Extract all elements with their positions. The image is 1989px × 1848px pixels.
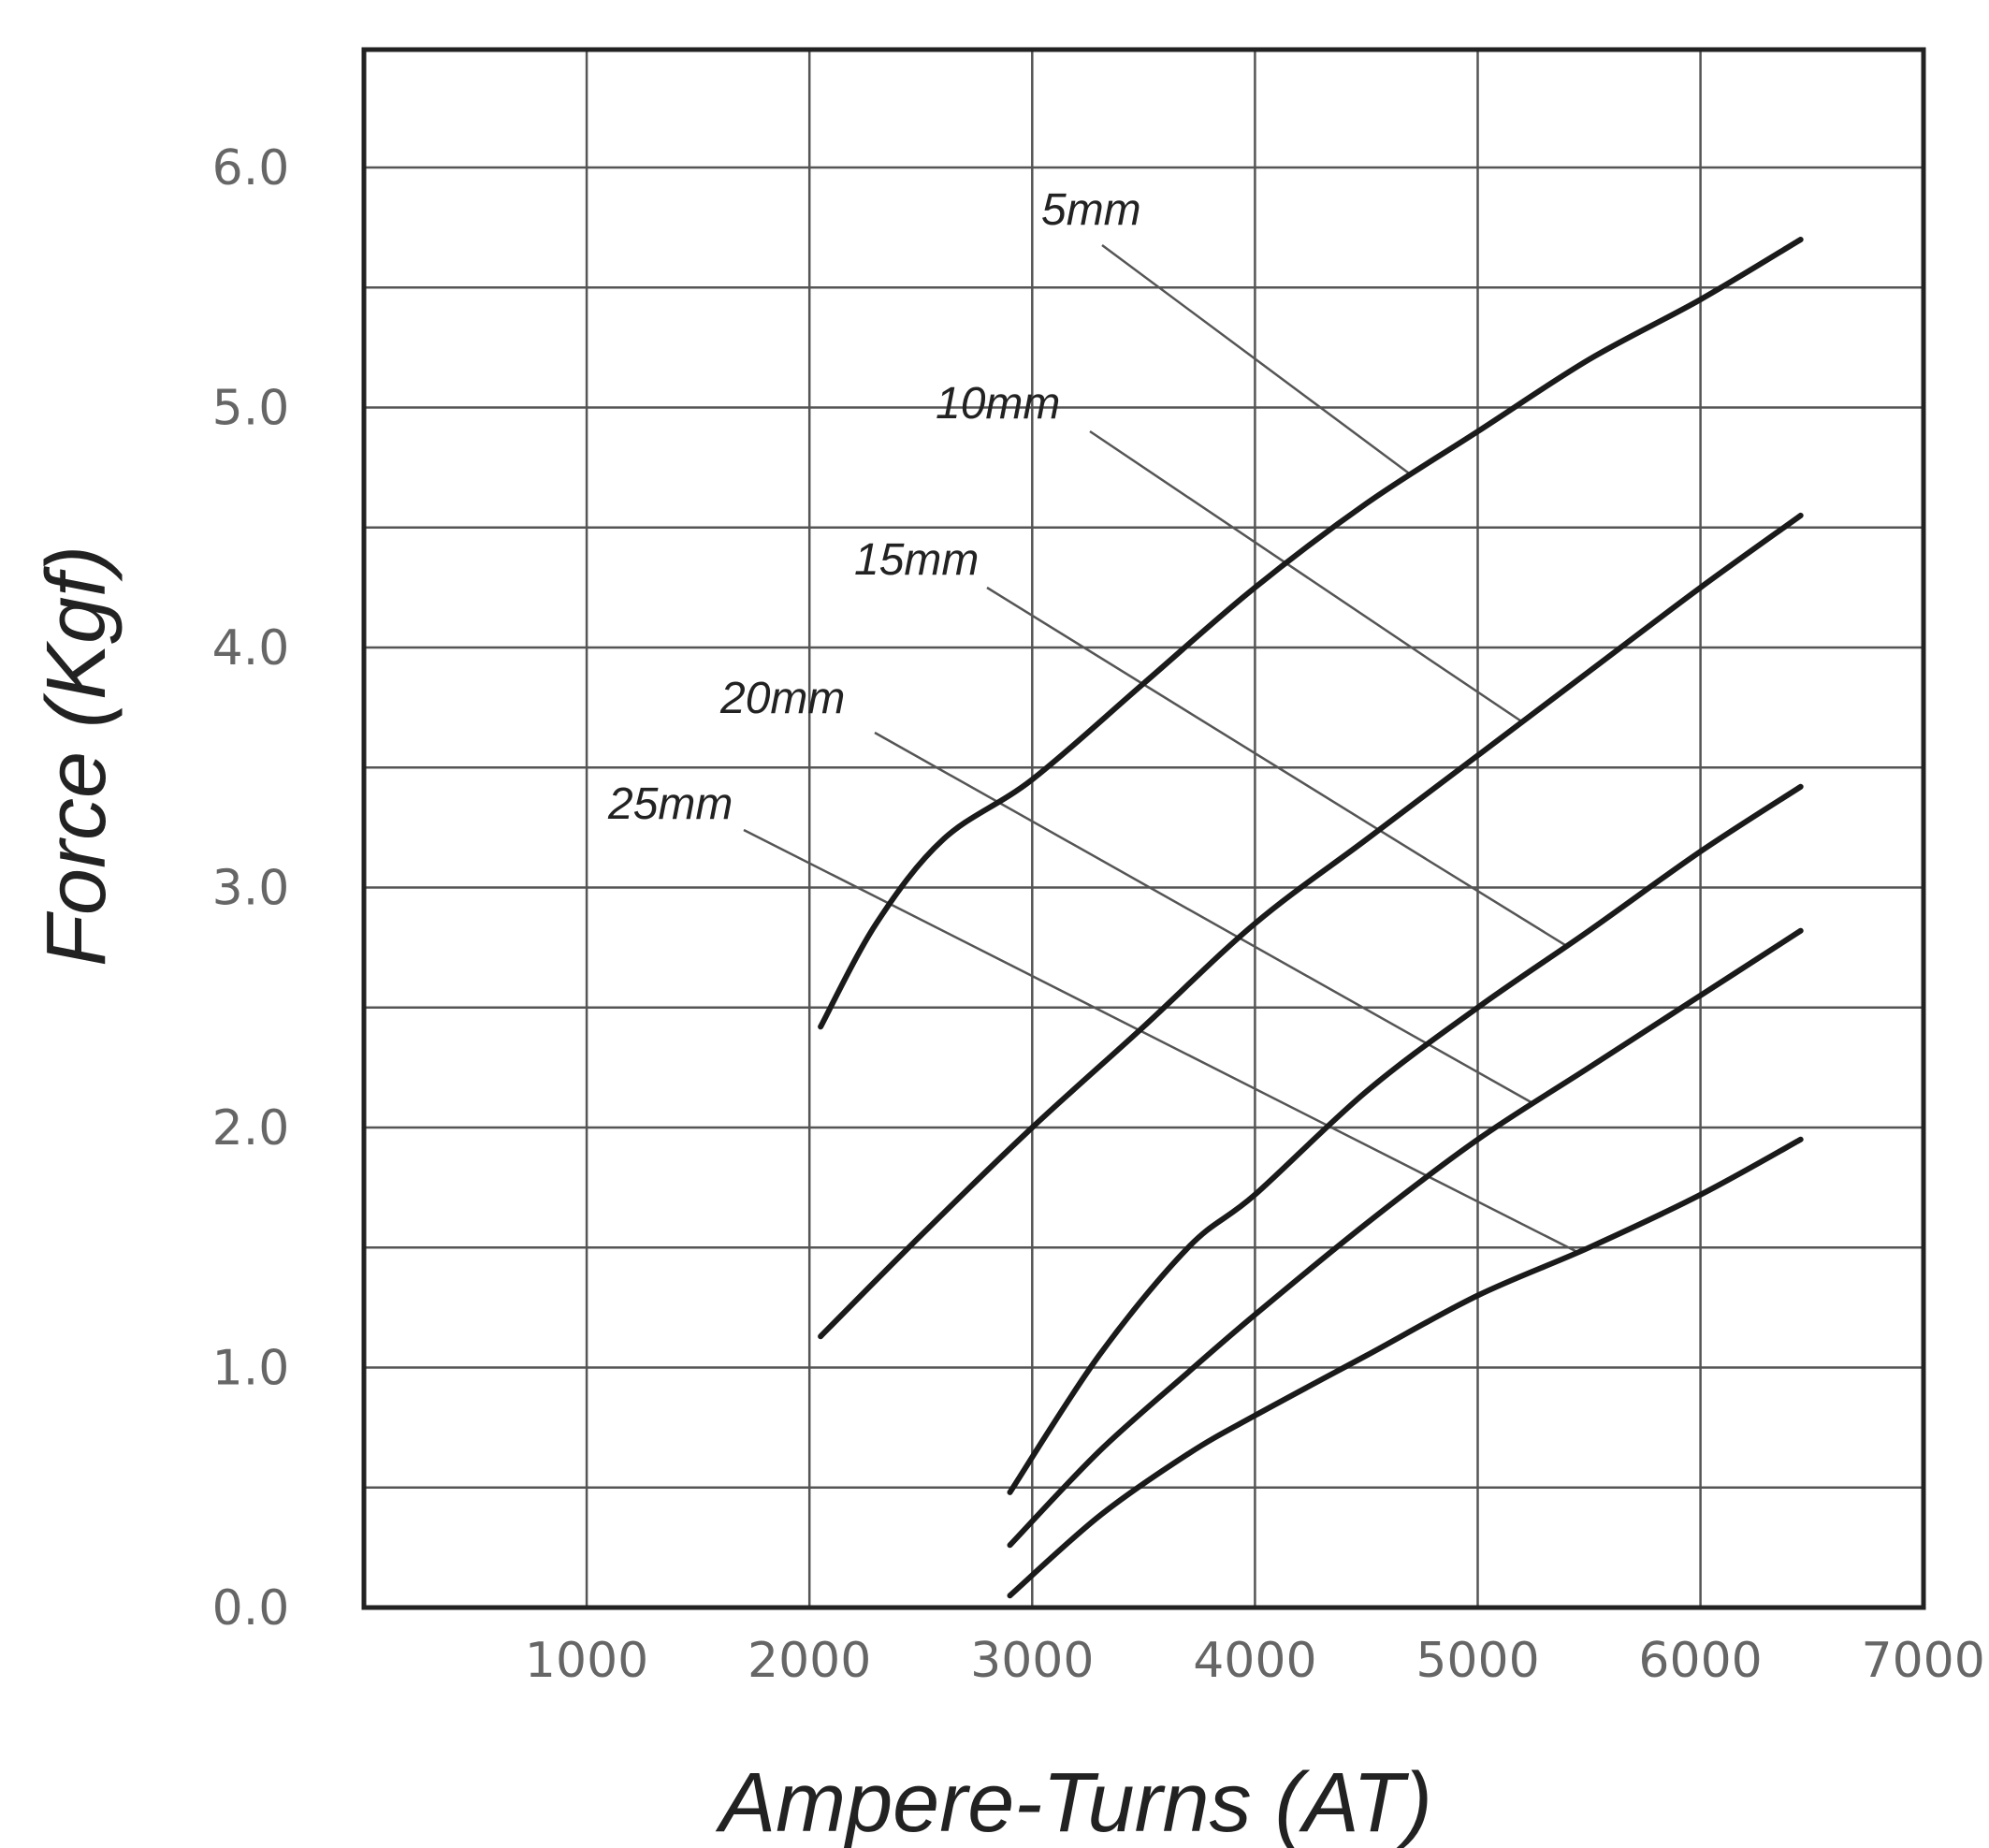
series-curve-5mm (818, 237, 1804, 1030)
y-axis-ticks: 0.0 1.0 2.0 3.0 4.0 5.0 6.0 (212, 140, 290, 1637)
x-tick-label: 3000 (970, 1633, 1094, 1689)
leader-line-5mm (1101, 243, 1412, 476)
x-tick-label: 7000 (1862, 1633, 1985, 1689)
series-curve-20mm (1007, 927, 1804, 1549)
x-tick-label: 1000 (525, 1633, 648, 1689)
y-tick-label: 6.0 (212, 140, 290, 196)
series-label-15mm: 15mm (854, 535, 979, 585)
leader-line-25mm (743, 828, 1579, 1254)
series-curves (818, 237, 1804, 1599)
series-label-10mm: 10mm (936, 379, 1060, 429)
leader-line-20mm (874, 731, 1534, 1105)
y-tick-label: 3.0 (212, 861, 290, 917)
series-curve-25mm (1007, 1136, 1804, 1599)
series-labels: 5mm 10mm 15mm 20mm 25mm (607, 185, 1141, 829)
plot-area-frame (361, 47, 1926, 1610)
series-label-leaders (743, 243, 1579, 1254)
leader-line-15mm (986, 586, 1568, 948)
x-axis-title: Ampere-Turns (AT) (715, 1756, 1432, 1848)
y-tick-label: 2.0 (212, 1100, 290, 1157)
y-tick-label: 4.0 (212, 620, 290, 677)
series-label-5mm: 5mm (1041, 185, 1141, 235)
x-tick-label: 4000 (1193, 1633, 1316, 1689)
y-axis-title: Force (Kgf) (30, 546, 123, 967)
series-label-20mm: 20mm (719, 674, 845, 723)
y-tick-label: 5.0 (212, 381, 290, 437)
series-label-25mm: 25mm (607, 779, 733, 829)
series-curve-10mm (818, 512, 1804, 1340)
leader-line-10mm (1089, 429, 1523, 723)
x-tick-label: 6000 (1638, 1633, 1762, 1689)
x-tick-label: 5000 (1416, 1633, 1539, 1689)
y-tick-label: 0.0 (212, 1580, 290, 1637)
series-curve-15mm (1007, 783, 1804, 1495)
y-tick-label: 1.0 (212, 1341, 290, 1397)
grid-lines (364, 50, 1924, 1608)
x-axis-ticks: 1000 2000 3000 4000 5000 6000 7000 (525, 1633, 1985, 1689)
x-tick-label: 2000 (748, 1633, 871, 1689)
